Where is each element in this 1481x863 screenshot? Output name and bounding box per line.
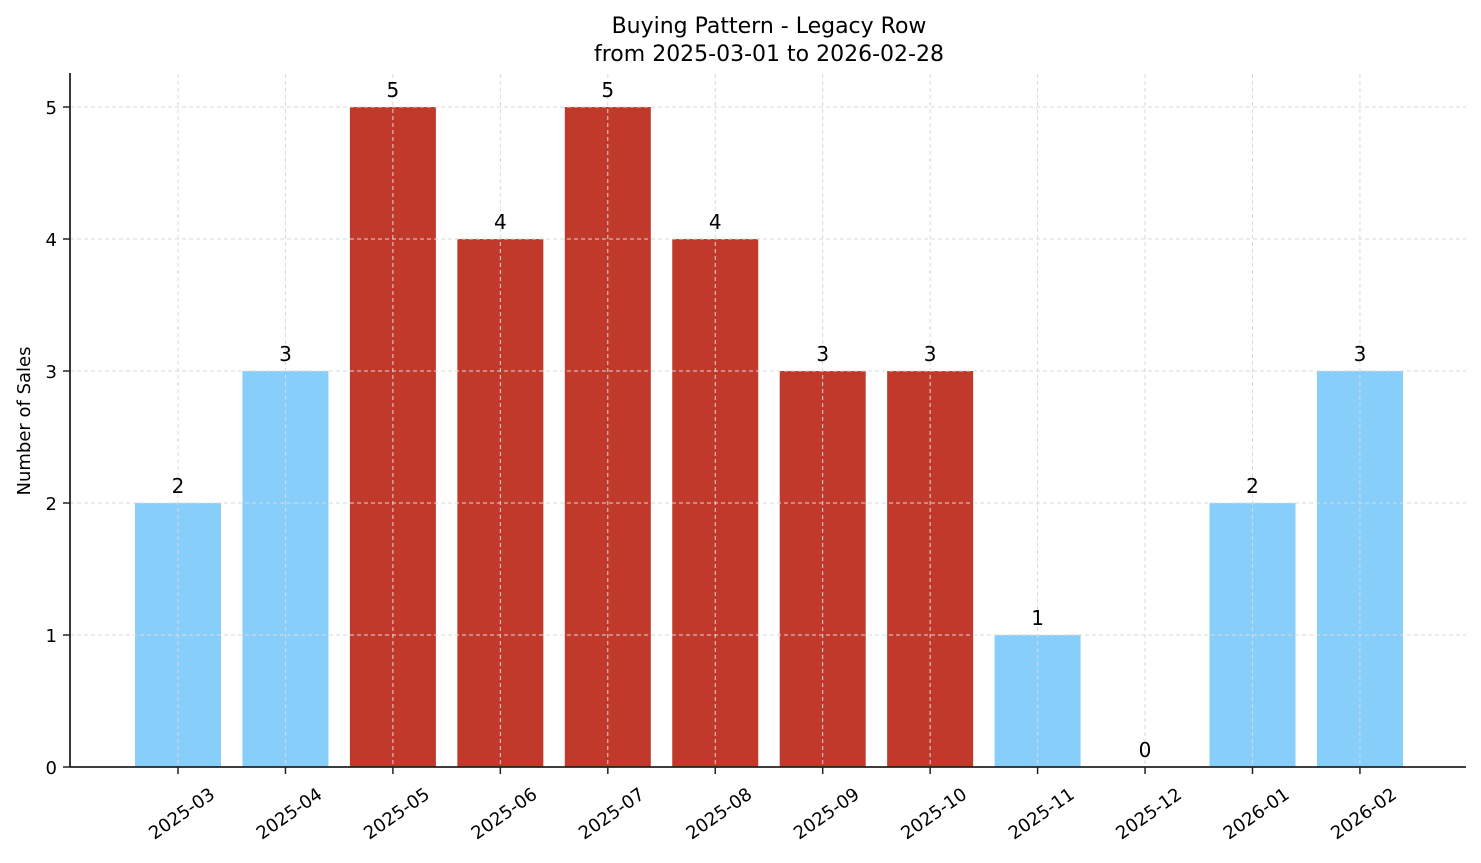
data-label: 4 xyxy=(709,210,722,234)
y-tick-label: 0 xyxy=(46,758,57,779)
data-label: 0 xyxy=(1139,738,1152,762)
data-label: 5 xyxy=(601,78,614,102)
y-axis: 0 1 2 3 4 5 xyxy=(46,73,71,779)
bar xyxy=(349,107,436,767)
y-tick-label: 3 xyxy=(46,362,57,383)
grid-layer xyxy=(70,74,1466,767)
data-label: 3 xyxy=(816,342,829,366)
x-tick-label: 2025-04 xyxy=(253,784,327,844)
data-label: 3 xyxy=(924,342,937,366)
bar xyxy=(564,107,651,767)
x-tick-label: 2026-02 xyxy=(1327,784,1401,844)
chart-subtitle: from 2025-03-01 to 2026-02-28 xyxy=(594,42,944,67)
x-axis: 2025-03 2025-04 2025-05 2025-06 2025-07 2025-… xyxy=(70,766,1466,844)
x-tick-label: 2025-12 xyxy=(1112,784,1186,844)
x-tick-label: 2025-11 xyxy=(1005,784,1079,844)
y-tick-label: 2 xyxy=(46,494,57,515)
data-label: 4 xyxy=(494,210,507,234)
y-axis-label: Number of Sales xyxy=(14,346,35,495)
x-tick-label: 2025-08 xyxy=(682,784,756,844)
chart-title: Buying Pattern - Legacy Row xyxy=(612,14,927,39)
y-tick-label: 5 xyxy=(46,98,57,119)
x-tick-label: 2025-05 xyxy=(360,784,434,844)
x-tick-label: 2025-10 xyxy=(897,784,971,844)
x-tick-label: 2025-07 xyxy=(575,784,649,844)
y-tick-label: 1 xyxy=(46,626,57,647)
x-tick-label: 2025-03 xyxy=(145,784,219,844)
x-tick-label: 2025-09 xyxy=(790,784,864,844)
data-label: 2 xyxy=(172,474,185,498)
data-labels-layer: 2 3 5 4 5 4 3 3 1 0 2 3 xyxy=(172,78,1367,762)
data-label: 3 xyxy=(1354,342,1367,366)
data-label: 1 xyxy=(1031,606,1044,630)
x-tick-label: 2025-06 xyxy=(468,784,542,844)
data-label: 3 xyxy=(279,342,292,366)
x-tick-label: 2026-01 xyxy=(1220,784,1294,844)
y-tick-label: 4 xyxy=(46,230,57,251)
data-label: 2 xyxy=(1246,474,1259,498)
data-label: 5 xyxy=(387,78,400,102)
bars-layer xyxy=(135,107,1403,767)
